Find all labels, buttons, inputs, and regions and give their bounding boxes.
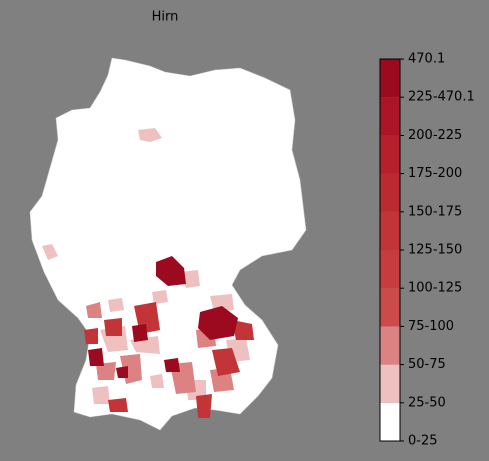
colorbar-label: 150-175	[408, 204, 462, 219]
colorbar-label: 100-125	[408, 281, 462, 296]
colorbar-segment	[380, 250, 400, 289]
colorbar-segment	[380, 97, 400, 136]
colorbar-segment	[380, 364, 400, 403]
colorbar-label: 25-50	[408, 395, 446, 410]
colorbar: 0-25 25-50 50-75 75-100 100-125 125-150 150-17…	[380, 52, 475, 449]
germany-map	[29, 57, 307, 431]
map-title: Hirn	[152, 10, 179, 25]
colorbar-segment	[380, 173, 400, 212]
colorbar-label: 75-100	[408, 319, 454, 334]
colorbar-label: 0-25	[408, 434, 438, 449]
regions-dark	[88, 256, 238, 378]
colorbar-segment	[380, 288, 400, 327]
colorbar-label: 200-225	[408, 128, 462, 143]
colorbar-segment	[380, 135, 400, 174]
colorbar-label: 125-150	[408, 243, 462, 258]
colorbar-label: 50-75	[408, 357, 446, 372]
colorbar-segment	[380, 59, 400, 98]
colorbar-frame	[379, 58, 401, 442]
colorbar-segment	[380, 211, 400, 250]
colorbar-segment	[380, 326, 400, 365]
colorbar-label: 175-200	[408, 166, 462, 181]
colorbar-label: 470.1	[408, 52, 445, 67]
colorbar-label: 225-470.1	[408, 90, 475, 105]
colorbar-segment	[380, 402, 400, 441]
